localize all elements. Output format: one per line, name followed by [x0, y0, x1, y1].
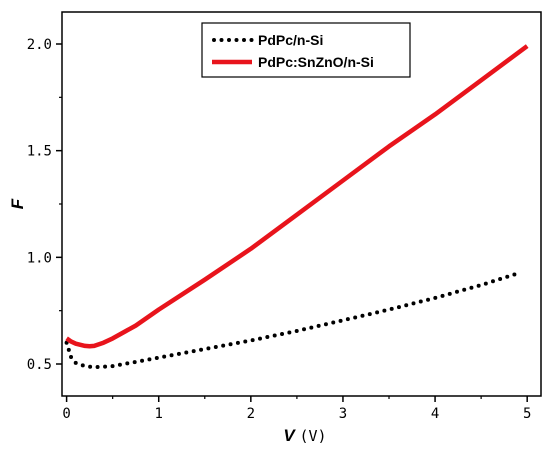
series-line-1 [65, 44, 529, 349]
plot-series [64, 44, 529, 370]
x-axis-label: V (V) [283, 426, 326, 445]
x-tick-label: 4 [431, 406, 439, 422]
x-tick-label: 2 [247, 406, 255, 422]
axis-ticks: 0 1 2 3 4 5 0.5 1.0 1.5 2.0 [27, 37, 532, 422]
x-tick-label: 3 [339, 406, 347, 422]
y-tick-label: 1.5 [27, 144, 52, 160]
series-line-0 [64, 271, 520, 370]
y-tick-label: 0.5 [27, 357, 52, 373]
y-axis-label: F [8, 198, 27, 209]
legend-box [201, 22, 411, 78]
x-axis-label-unit: (V) [299, 427, 326, 445]
legend-label-0: PdPc/n-Si [258, 32, 323, 48]
x-tick-label: 0 [62, 406, 70, 422]
y-tick-label: 1.0 [27, 250, 52, 266]
legend-label-1: PdPc:SnZnO/n-Si [258, 54, 374, 70]
x-tick-label: 5 [523, 406, 531, 422]
x-tick-label: 1 [155, 406, 163, 422]
x-axis-label-var: V [283, 426, 296, 445]
y-tick-label: 2.0 [27, 37, 52, 53]
legend: PdPc/n-Si PdPc:SnZnO/n-Si [201, 22, 411, 78]
